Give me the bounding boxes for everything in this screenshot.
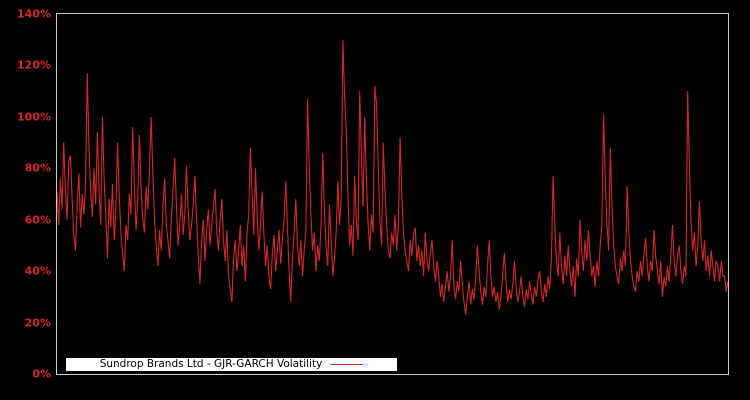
- y-tick-label: 60%: [24, 213, 51, 227]
- y-tick-label: 100%: [17, 110, 51, 124]
- legend-label: Sundrop Brands Ltd - GJR-GARCH Volatilit…: [99, 358, 323, 370]
- legend-line-sample-icon: [330, 363, 364, 366]
- y-tick-label: 40%: [24, 264, 51, 278]
- legend: Sundrop Brands Ltd - GJR-GARCH Volatilit…: [66, 358, 397, 371]
- volatility-series-line: [57, 39, 728, 315]
- y-tick-label: 140%: [17, 7, 51, 21]
- y-tick-label: 80%: [24, 161, 51, 175]
- y-tick-label: 120%: [17, 58, 51, 72]
- y-tick-label: 0%: [32, 367, 51, 381]
- volatility-line-svg: [57, 39, 728, 315]
- y-axis: 0% 20% 40% 60% 80% 100% 120% 140%: [0, 0, 51, 400]
- y-tick-label: 20%: [24, 316, 51, 330]
- plot-area: Sundrop Brands Ltd - GJR-GARCH Volatilit…: [56, 13, 729, 375]
